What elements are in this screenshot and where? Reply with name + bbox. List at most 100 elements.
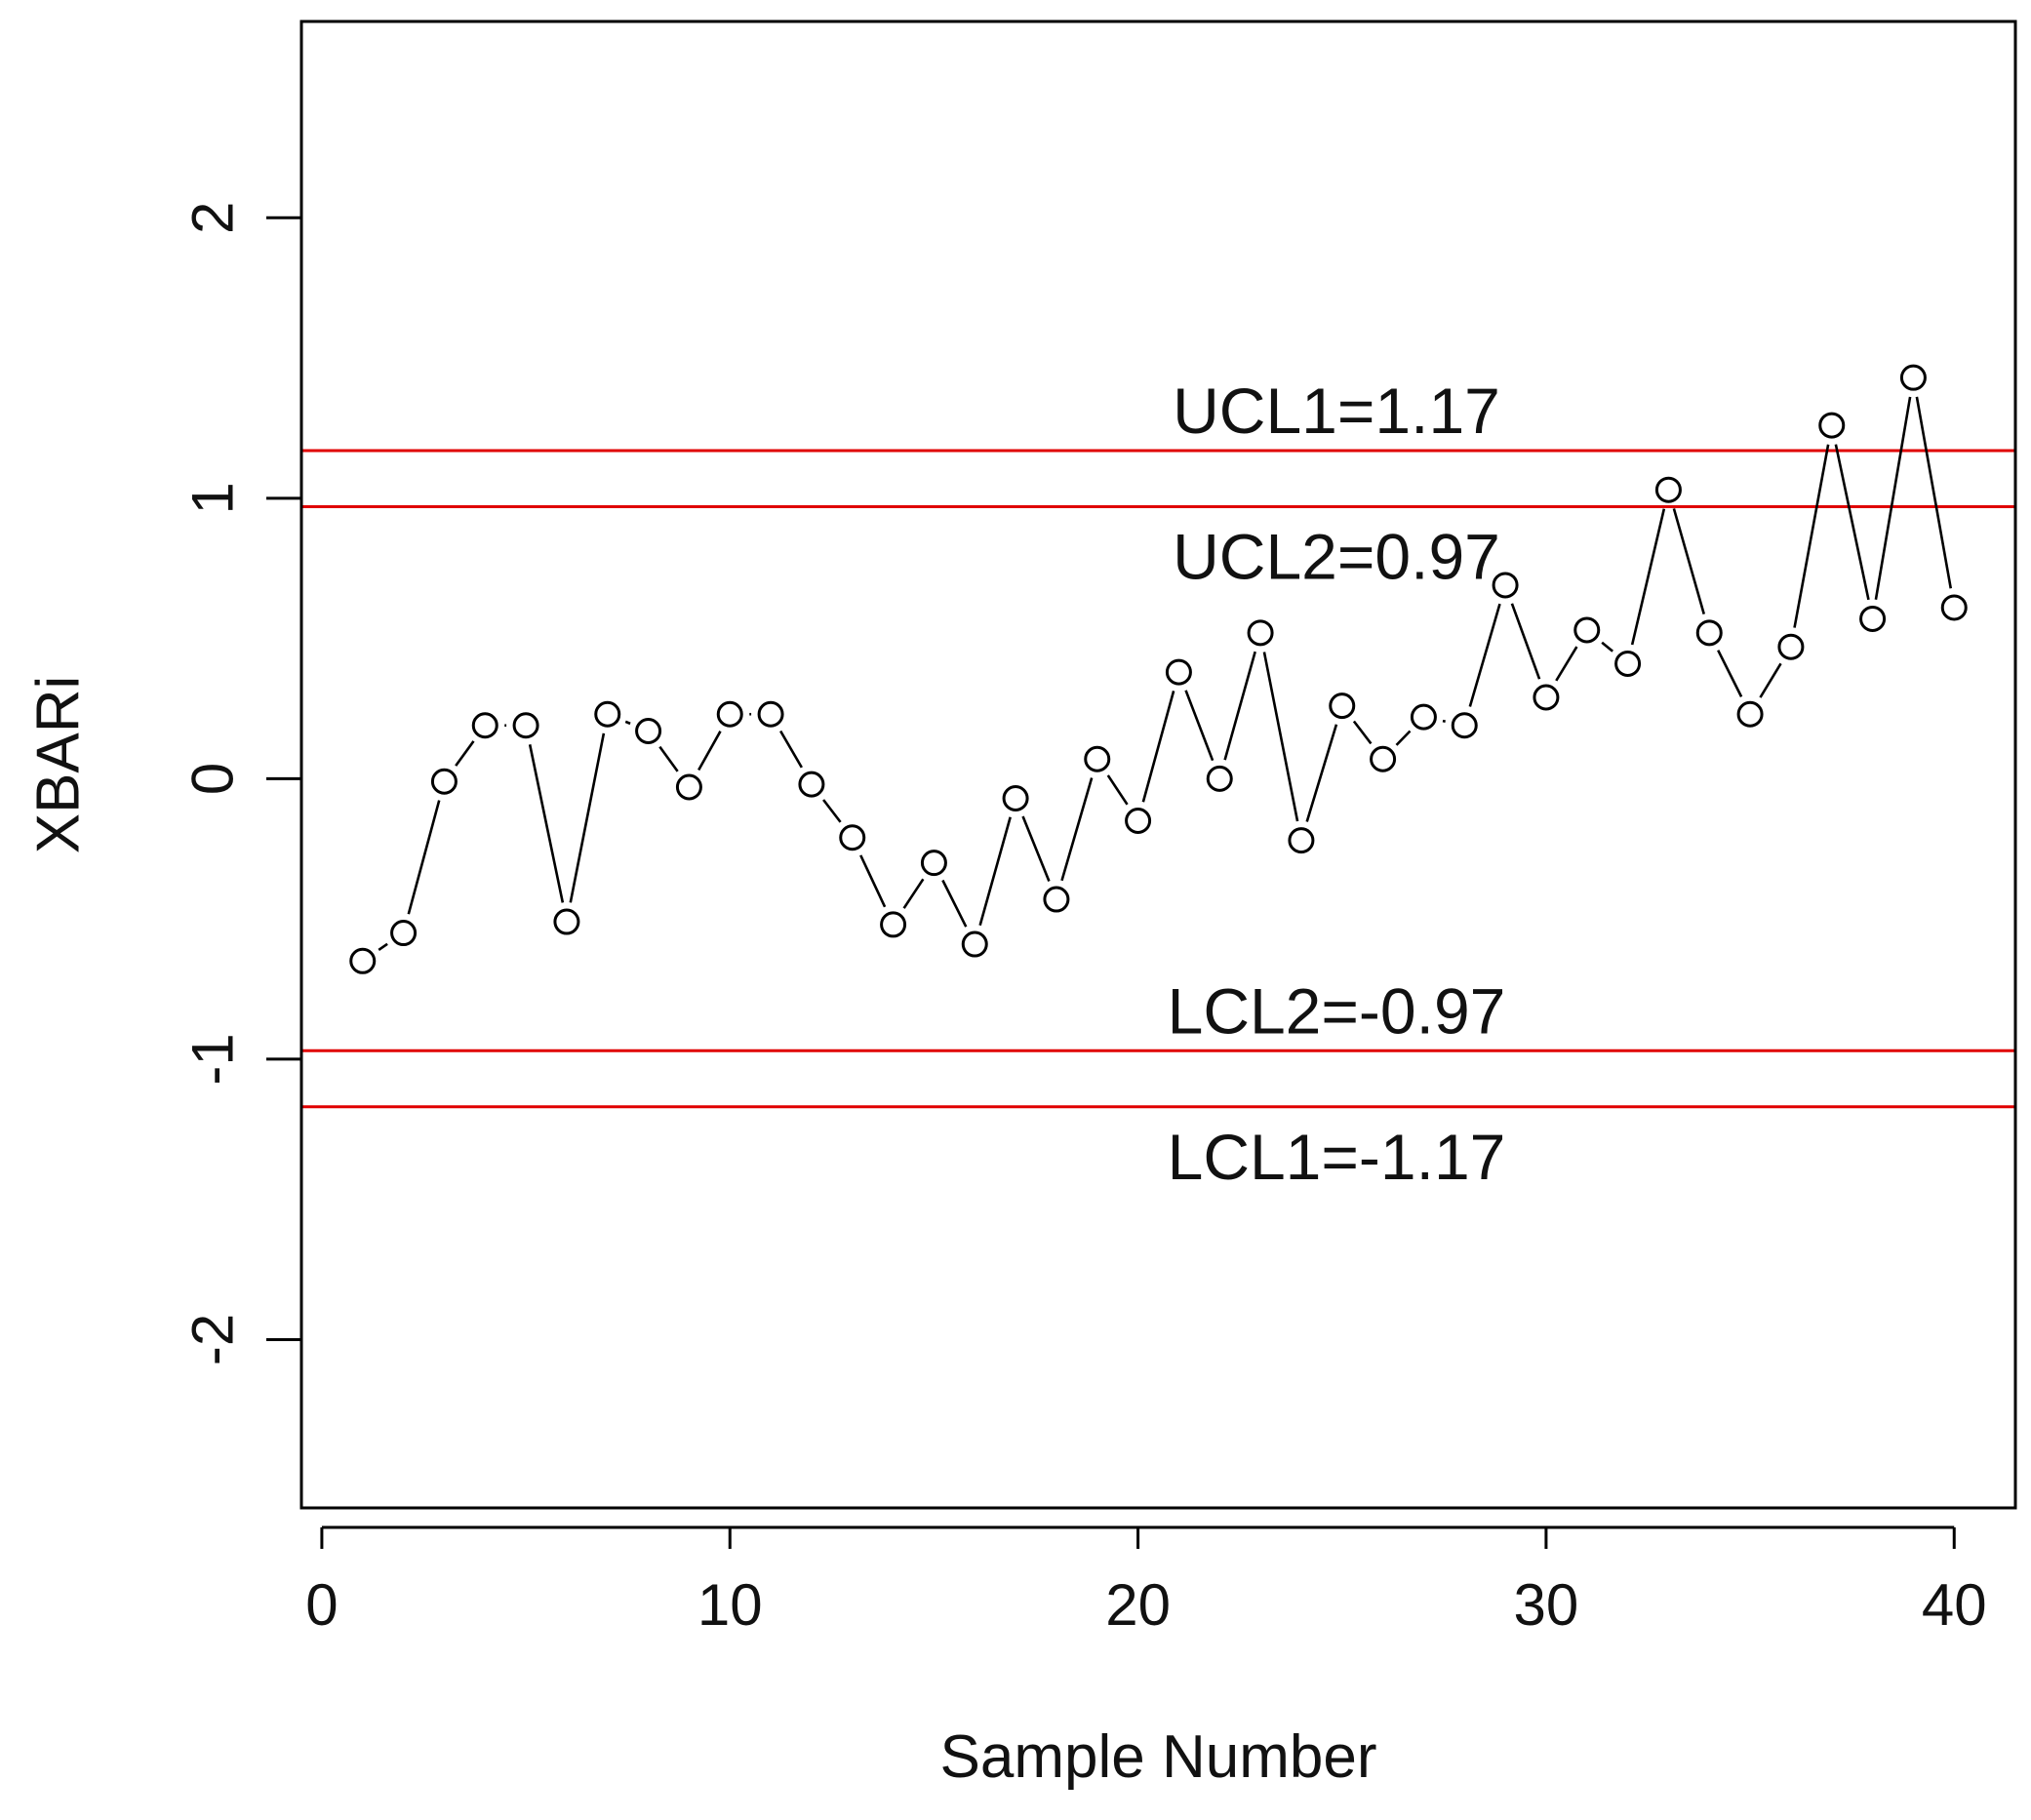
data-point xyxy=(594,700,621,728)
data-point xyxy=(1247,619,1274,647)
series-line-segment xyxy=(658,745,679,772)
control-limits: UCL1=1.17 UCL2=0.97 LCL2=-0.97 LCL1=-1.17 xyxy=(301,375,2015,1193)
data-point xyxy=(1288,827,1315,854)
y-tick-label: 1 xyxy=(180,482,246,514)
series-line-segment xyxy=(569,732,606,903)
series-line-segment xyxy=(1305,724,1338,822)
y-axis: -2 -1 0 1 2 xyxy=(180,202,301,1365)
series-line-segment xyxy=(1601,641,1613,653)
data-point xyxy=(1533,684,1560,711)
data-point xyxy=(1084,745,1111,772)
series-line-segment xyxy=(1874,396,1912,600)
data-point xyxy=(553,908,580,935)
y-axis-title: XBARi xyxy=(25,676,93,854)
data-point xyxy=(1736,700,1764,728)
series-line-segment xyxy=(1915,396,1953,589)
series-line-segment xyxy=(407,800,441,915)
series-line-segment xyxy=(1021,815,1051,882)
series-line-segment xyxy=(1468,603,1501,707)
series-line-segment xyxy=(1352,720,1373,745)
data-point xyxy=(349,947,377,974)
series-line-segment xyxy=(1395,730,1412,746)
data-point xyxy=(920,850,947,877)
data-point xyxy=(1573,616,1601,644)
data-point xyxy=(1492,572,1519,599)
series-line-segment xyxy=(1262,652,1299,822)
data-point xyxy=(757,700,784,728)
series-line-segment xyxy=(859,854,887,908)
series-line-segment xyxy=(1555,646,1578,682)
series-line-segment xyxy=(1672,508,1706,614)
data-point xyxy=(1695,619,1723,647)
x-tick-label: 20 xyxy=(1105,1572,1171,1638)
y-tick-label: -1 xyxy=(180,1033,246,1085)
x-tick-label: 0 xyxy=(305,1572,338,1638)
data-point xyxy=(1043,886,1070,913)
control-limit-label: LCL1=-1.17 xyxy=(1168,1121,1506,1193)
series-line-segment xyxy=(1184,690,1215,762)
series-line-segment xyxy=(1442,719,1446,723)
x-tick-label: 40 xyxy=(1922,1572,1987,1638)
y-tick-label: -2 xyxy=(180,1314,246,1365)
data-point xyxy=(1614,650,1642,677)
series-line-segment xyxy=(1630,508,1666,646)
data-point xyxy=(471,712,498,739)
control-limit-label: LCL2=-0.97 xyxy=(1168,974,1506,1047)
y-tick-label: 2 xyxy=(180,202,246,234)
y-tick-label: 0 xyxy=(180,763,246,795)
series-line-segment xyxy=(941,879,968,928)
series-line-segment xyxy=(902,878,925,909)
series-line-segment xyxy=(1793,444,1830,628)
series-line-segment xyxy=(1834,444,1870,601)
data-point xyxy=(430,768,458,795)
x-tick-label: 10 xyxy=(697,1572,763,1638)
data-point xyxy=(1777,633,1805,660)
series-line-segment xyxy=(822,799,842,823)
data-point xyxy=(1410,703,1437,731)
series-line-segment xyxy=(1717,650,1743,697)
data-point xyxy=(1654,476,1682,503)
series-line-segment xyxy=(1759,662,1782,698)
data-point xyxy=(1451,712,1478,739)
data-point xyxy=(390,920,418,947)
x-tick-label: 30 xyxy=(1514,1572,1579,1638)
series-line-segment xyxy=(1106,774,1129,806)
data-point xyxy=(635,717,662,744)
series-line-segment xyxy=(779,730,803,769)
series-line-segment xyxy=(1141,691,1175,803)
series-line-segment xyxy=(697,731,722,772)
x-axis: 0 10 20 30 40 xyxy=(305,1525,1987,1638)
control-limit-label: UCL1=1.17 xyxy=(1173,375,1500,447)
series-line-segment xyxy=(455,740,475,767)
data-point xyxy=(1940,594,1968,621)
data-point xyxy=(1370,745,1397,772)
series-line-segment xyxy=(378,942,388,952)
data-point xyxy=(1329,692,1356,720)
series-line-segment xyxy=(978,816,1012,927)
data-point xyxy=(1859,605,1887,632)
control-limit-label: UCL2=0.97 xyxy=(1173,520,1500,592)
data-point xyxy=(880,911,907,938)
x-axis-title: Sample Number xyxy=(940,1723,1377,1791)
series-line-segment xyxy=(1223,651,1256,761)
data-point xyxy=(1165,658,1192,686)
data-point xyxy=(1002,785,1029,812)
data-point xyxy=(1818,412,1846,439)
data-point xyxy=(512,712,539,739)
data-point xyxy=(798,771,825,798)
plot-frame xyxy=(299,20,2017,1510)
data-point xyxy=(839,824,866,851)
data-point xyxy=(675,773,702,801)
series-layer xyxy=(349,364,1968,974)
data-point xyxy=(1899,364,1927,391)
data-point xyxy=(1125,808,1152,835)
series-line-segment xyxy=(528,744,565,903)
series-line-segment xyxy=(624,720,631,726)
series-line-segment xyxy=(1510,603,1541,680)
series-line-segment xyxy=(1060,777,1094,882)
data-point xyxy=(1206,765,1233,792)
data-point xyxy=(961,930,988,958)
data-point xyxy=(716,700,743,728)
